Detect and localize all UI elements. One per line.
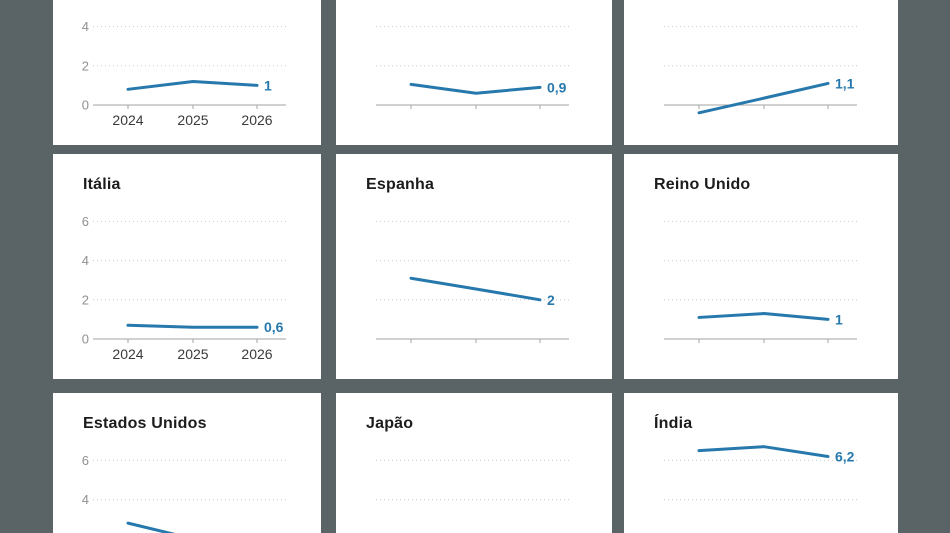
y-axis-label: 6 xyxy=(82,453,89,468)
panel-title: Estados Unidos xyxy=(83,415,207,432)
value-label: 2 xyxy=(547,292,555,308)
y-axis-label: 2 xyxy=(82,292,89,307)
line-chart: 02462024202520261 xyxy=(82,19,286,128)
panel-title: Japão xyxy=(366,415,414,432)
data-line xyxy=(697,312,830,321)
chart-panel: 0,9 xyxy=(336,0,612,145)
y-axis-label: 0 xyxy=(82,332,89,347)
value-label: 1,1 xyxy=(835,75,855,91)
x-axis-label: 2024 xyxy=(112,112,143,128)
x-axis-label: 2026 xyxy=(241,346,272,362)
line-chart: 0,9 xyxy=(376,26,569,109)
data-line xyxy=(126,79,259,91)
line-chart: 1 xyxy=(664,220,857,343)
y-axis-label: 2 xyxy=(82,58,89,73)
chart-panel: Japão xyxy=(336,393,612,533)
y-axis-label: 0 xyxy=(82,98,89,113)
y-axis-label: 4 xyxy=(82,253,89,268)
line-chart xyxy=(376,459,569,501)
data-line xyxy=(126,521,176,533)
data-line xyxy=(697,445,830,458)
chart-panel: Índia 6,2 xyxy=(624,393,898,533)
chart-panel: Espanha 2 xyxy=(336,154,612,379)
panel-title: Itália xyxy=(83,176,121,193)
value-label: 6,2 xyxy=(835,448,855,464)
data-line xyxy=(126,323,259,329)
data-line xyxy=(409,82,542,95)
y-axis-label: 2 xyxy=(82,531,89,533)
x-axis-label: 2025 xyxy=(177,346,208,362)
x-axis-label: 2026 xyxy=(241,112,272,128)
value-label: 0,9 xyxy=(547,79,567,95)
chart-panel: 1,1 xyxy=(624,0,898,145)
value-label: 1 xyxy=(835,311,843,327)
line-chart: 6,2 xyxy=(664,445,857,501)
chart-panel: 02462024202520261 xyxy=(53,0,321,145)
value-label: 1 xyxy=(264,77,272,93)
y-axis-label: 4 xyxy=(82,492,89,507)
chart-panel: Reino Unido 1 xyxy=(624,154,898,379)
x-axis-label: 2025 xyxy=(177,112,208,128)
line-chart: 0 2 4 6 2024 2025 2026 0,6 xyxy=(82,214,286,362)
chart-panel: Itália 0 2 4 6 2024 2025 2026 0,6 xyxy=(53,154,321,379)
y-axis-label: 4 xyxy=(82,19,89,34)
data-line xyxy=(409,276,542,302)
panel-title: Índia xyxy=(654,415,693,432)
value-label: 0,6 xyxy=(264,319,284,335)
panel-title: Espanha xyxy=(366,176,435,193)
line-chart: 2 xyxy=(376,220,569,343)
x-axis-label: 2024 xyxy=(112,346,143,362)
data-line xyxy=(697,81,830,115)
panel-title: Reino Unido xyxy=(654,176,751,193)
y-axis-label: 6 xyxy=(82,214,89,229)
line-chart: 1,1 xyxy=(664,26,857,115)
